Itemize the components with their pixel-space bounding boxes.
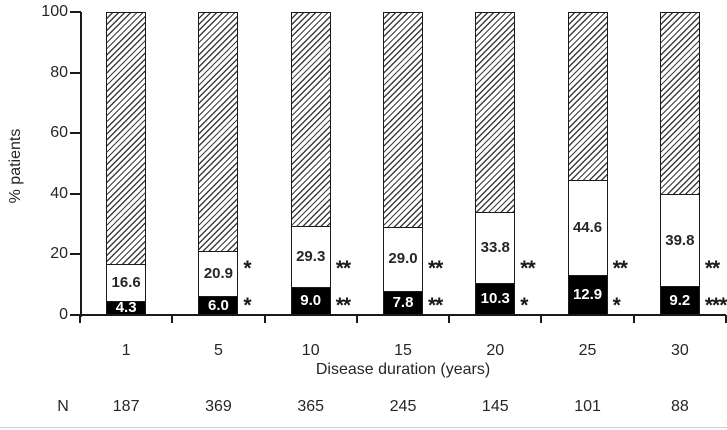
y-axis-line <box>80 12 82 317</box>
bar-segment-hatched <box>107 13 146 265</box>
x-tick-label: 10 <box>301 342 320 359</box>
significance-marker-upper: ** <box>335 257 351 280</box>
significance-marker-lower: * <box>243 294 251 317</box>
significance-marker-upper: ** <box>520 257 535 280</box>
bar-segment-black <box>568 275 607 314</box>
x-tick-mark <box>171 315 174 323</box>
bar-segment-black <box>107 301 146 314</box>
significance-marker-upper: ** <box>428 257 443 280</box>
bar <box>567 12 608 315</box>
bar-segment-white <box>107 264 146 302</box>
significance-marker-lower: *** <box>704 294 727 317</box>
bar-segment-hatched <box>568 13 607 180</box>
bar-segment-black <box>199 295 238 314</box>
x-tick-mark <box>448 315 451 323</box>
significance-marker-upper: ** <box>704 257 720 280</box>
bar-segment-black <box>384 290 422 314</box>
y-tick-label: 80 <box>50 63 68 81</box>
white-segment-value-label: 39.8 <box>665 231 695 249</box>
significance-marker-lower: * <box>612 294 621 317</box>
n-value: 369 <box>205 398 232 415</box>
y-tick-label: 40 <box>50 184 68 202</box>
y-tick-mark <box>70 192 81 195</box>
n-value: 88 <box>670 398 689 415</box>
bar-segment-white <box>291 225 330 287</box>
bar-segment-white <box>384 226 422 291</box>
bar-segment-hatched <box>291 13 330 226</box>
x-axis-line <box>80 314 726 316</box>
significance-marker-upper: * <box>243 257 251 280</box>
bar <box>106 12 147 315</box>
black-segment-value-label: 12.9 <box>572 286 603 304</box>
black-segment-value-label: 10.3 <box>480 290 510 308</box>
y-tick-mark <box>70 314 81 316</box>
bar-segment-black <box>660 286 699 314</box>
x-tick-mark <box>79 315 81 323</box>
white-segment-value-label: 20.9 <box>203 265 234 283</box>
bottom-divider-line <box>0 427 727 428</box>
bar-segment-white <box>199 251 238 296</box>
bar-segment-white <box>476 212 515 283</box>
white-segment-value-label: 29.3 <box>296 247 326 265</box>
x-tick-mark <box>725 315 727 323</box>
x-tick-label: 20 <box>486 342 505 359</box>
x-tick-mark <box>632 315 635 323</box>
y-axis-title: % patients <box>7 128 24 204</box>
x-axis-title: Disease duration (years) <box>315 361 491 378</box>
n-value: 245 <box>389 398 417 415</box>
n-value: 365 <box>297 398 325 415</box>
bar <box>475 12 516 315</box>
y-tick-mark <box>70 253 81 256</box>
n-value: 101 <box>574 398 601 415</box>
white-segment-value-label: 29.0 <box>388 250 418 268</box>
bar <box>383 12 423 315</box>
black-segment-value-label: 6.0 <box>207 296 229 314</box>
x-tick-label: 25 <box>578 342 597 359</box>
x-tick-label: 1 <box>121 342 131 359</box>
n-value: 145 <box>481 398 509 415</box>
significance-marker-upper: ** <box>612 257 628 280</box>
y-tick-mark <box>70 132 81 135</box>
n-row-label: N <box>57 398 69 415</box>
white-segment-value-label: 16.6 <box>111 274 141 292</box>
white-segment-value-label: 33.8 <box>480 239 510 257</box>
x-tick-mark <box>355 315 358 323</box>
x-tick-label: 30 <box>670 342 689 359</box>
bar-segment-hatched <box>476 13 515 213</box>
y-tick-label: 20 <box>50 245 68 263</box>
significance-marker-lower: ** <box>428 294 443 317</box>
black-segment-value-label: 7.8 <box>392 294 414 312</box>
bar <box>290 12 331 315</box>
significance-marker-lower: * <box>520 294 528 317</box>
bar-segment-hatched <box>660 13 699 195</box>
bar-segment-black <box>476 282 515 314</box>
bar-segment-white <box>660 194 699 287</box>
y-tick-label: 0 <box>59 306 68 323</box>
bar <box>659 12 700 315</box>
y-tick-mark <box>70 71 81 74</box>
bar-segment-white <box>568 179 607 276</box>
y-tick-label: 100 <box>41 3 68 20</box>
black-segment-value-label: 9.2 <box>669 292 691 310</box>
n-value: 187 <box>112 398 140 415</box>
black-segment-value-label: 9.0 <box>300 292 322 310</box>
x-tick-label: 5 <box>213 342 223 359</box>
y-tick-label: 60 <box>50 124 68 142</box>
black-segment-value-label: 4.3 <box>115 299 137 317</box>
x-tick-mark <box>263 315 266 323</box>
bar <box>198 12 239 315</box>
x-tick-mark <box>540 315 543 323</box>
x-tick-label: 15 <box>394 342 412 359</box>
bar-segment-black <box>291 286 330 314</box>
y-tick-mark <box>70 11 81 13</box>
bar-segment-hatched <box>199 13 238 252</box>
white-segment-value-label: 44.6 <box>572 218 603 236</box>
significance-marker-lower: ** <box>335 294 351 317</box>
bar-segment-hatched <box>384 13 422 227</box>
